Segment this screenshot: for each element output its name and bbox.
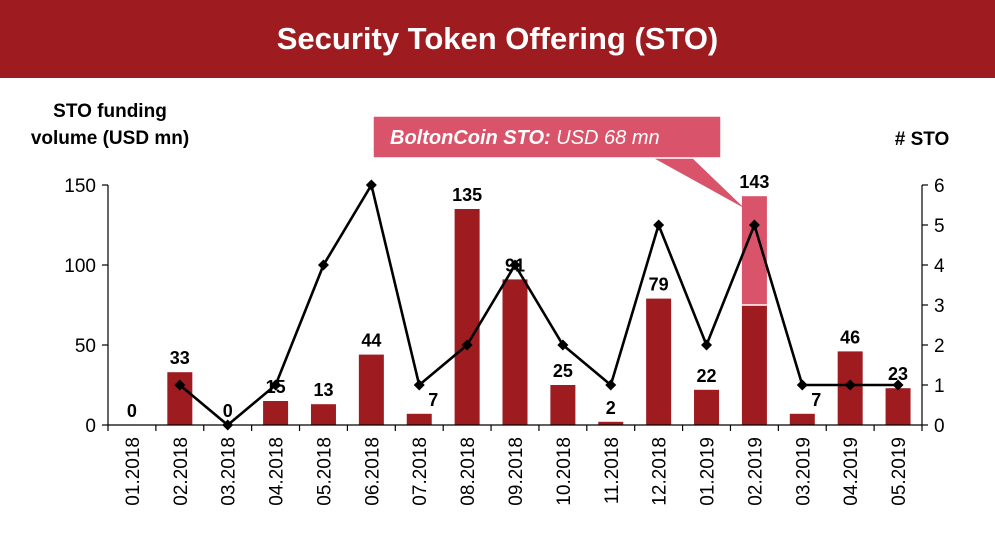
bar-value-label: 0 [223, 401, 233, 421]
callout-pointer [650, 156, 745, 209]
line-marker [461, 339, 473, 351]
right-tick-label: 5 [934, 216, 945, 237]
data-labels: 0 33 0 15 13 44 7 135 91 25 2 79 22 143 7 46 23 [127, 172, 908, 421]
x-tick-label: 03.2019 [793, 437, 814, 506]
right-axis-title: # STO [895, 129, 950, 150]
callout-value: USD 68 mn [551, 127, 660, 149]
line-marker [701, 339, 713, 351]
x-tick-label: 12.2018 [650, 437, 671, 506]
x-tick-label: 02.2018 [171, 437, 192, 506]
chart-title-banner: Security Token Offering (STO) [0, 0, 995, 78]
x-tick-label: 04.2019 [841, 437, 862, 506]
line-marker [892, 379, 904, 391]
left-tick-label: 0 [85, 416, 96, 437]
bar-series [167, 196, 911, 425]
callout: BoltonCoin STO: USD 68 mn [372, 115, 745, 209]
bar-value-label: 44 [361, 331, 381, 351]
chart-title: Security Token Offering (STO) [276, 21, 719, 56]
right-tick-label: 4 [934, 256, 945, 277]
right-tick-label: 6 [934, 176, 945, 197]
bar [885, 388, 911, 425]
x-tick-label: 10.2018 [554, 437, 575, 506]
bar-value-label: 15 [266, 377, 286, 397]
x-tick-label: 09.2018 [506, 437, 527, 506]
line-marker [365, 179, 377, 191]
line-marker [748, 219, 760, 231]
bar [789, 413, 815, 425]
left-tick-label: 50 [75, 336, 96, 357]
right-tick-label: 0 [934, 416, 945, 437]
bar-value-label: 23 [888, 364, 908, 384]
bar [646, 298, 672, 425]
line-marker [605, 379, 617, 391]
callout-text: BoltonCoin STO: USD 68 mn [390, 127, 660, 149]
x-tick-label: 03.2018 [219, 437, 240, 506]
bar [310, 404, 336, 425]
line-marker [270, 379, 282, 391]
bar-value-label: 22 [697, 366, 717, 386]
x-tick-label: 04.2018 [267, 437, 288, 506]
line-marker [844, 379, 856, 391]
line-marker [317, 259, 329, 271]
bar-value-label: 143 [739, 172, 769, 192]
x-tick-label: 07.2018 [410, 437, 431, 506]
x-tick-label: 01.2019 [698, 437, 719, 506]
line-marker [557, 339, 569, 351]
callout-bold: BoltonCoin STO: [390, 127, 551, 149]
bar-value-label: 33 [170, 348, 190, 368]
bar-value-label: 0 [127, 401, 137, 421]
left-axis-title-line: STO funding [53, 101, 167, 122]
line-marker [796, 379, 808, 391]
bar [502, 279, 528, 425]
bar-value-label: 7 [811, 390, 821, 410]
x-tick-label: 01.2018 [123, 437, 144, 506]
x-tick-label: 11.2018 [602, 437, 623, 504]
line-marker [653, 219, 665, 231]
line-marker [509, 259, 521, 271]
right-tick-label: 2 [934, 336, 945, 357]
bar-value-label: 46 [840, 327, 860, 347]
line-marker [413, 379, 425, 391]
left-tick-label: 150 [64, 176, 96, 197]
x-tick-label: 05.2019 [889, 437, 910, 506]
callout-box [372, 115, 722, 159]
right-tick-label: 3 [934, 296, 945, 317]
right-tick-label: 1 [934, 376, 945, 397]
bar [358, 354, 384, 425]
bar-value-label: 91 [505, 255, 525, 275]
left-tick-label: 100 [64, 256, 96, 277]
bar-value-label: 7 [428, 390, 438, 410]
bar-value-label: 25 [553, 361, 573, 381]
line-marker [174, 379, 186, 391]
bar [406, 413, 432, 425]
left-axis-title-line: volume (USD mn) [31, 128, 189, 149]
x-tick-label: 05.2018 [314, 437, 335, 506]
bar-value-label: 79 [649, 275, 669, 295]
bar-value-label: 2 [606, 398, 616, 418]
left-axis-title: STO funding volume (USD mn) [31, 101, 189, 149]
sto-count-line [178, 181, 899, 427]
bar-value-label: 135 [452, 185, 482, 205]
bar [263, 401, 289, 425]
bar [694, 389, 720, 425]
bar [741, 305, 767, 425]
bar [454, 209, 480, 425]
x-tick-label: 02.2019 [745, 437, 766, 506]
line-series [174, 179, 904, 431]
x-tick-label: 08.2018 [458, 437, 479, 506]
x-tick-label: 06.2018 [362, 437, 383, 506]
bar-value-label: 13 [313, 380, 333, 400]
bar [550, 385, 576, 425]
bar [598, 421, 624, 425]
